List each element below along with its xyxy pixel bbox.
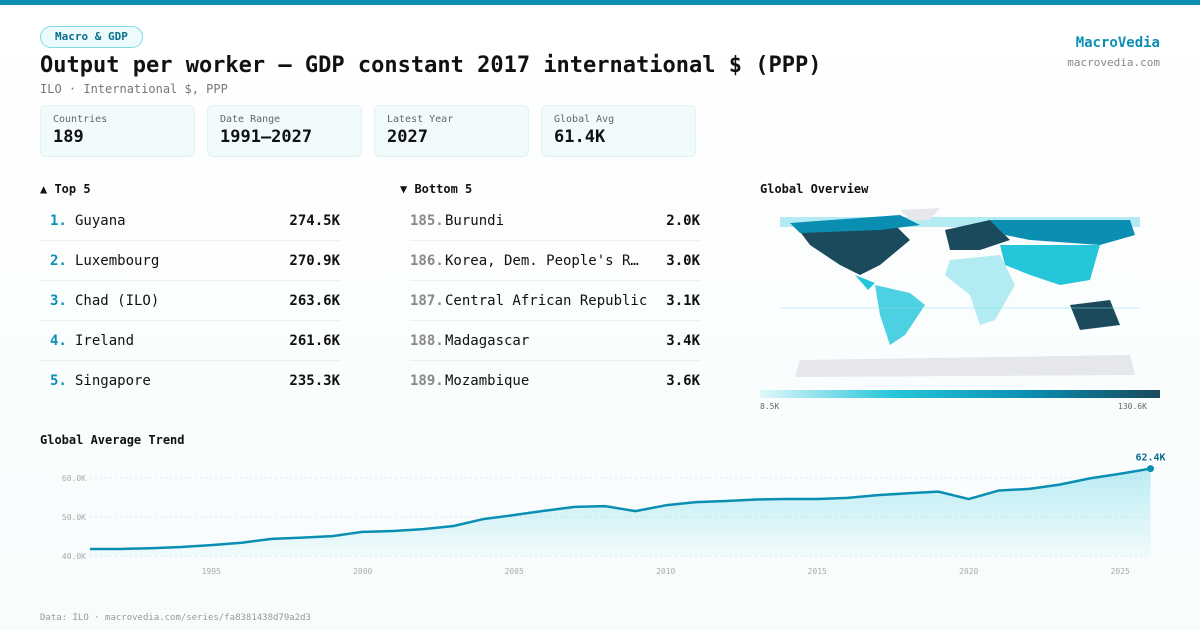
map-region-greenland [900, 208, 940, 220]
map-region [780, 217, 1140, 227]
list-item[interactable]: 2. Luxembourg 270.9K [40, 241, 340, 281]
trend-chart: 40.0K 50.0K 60.0K 1995 2000 2005 2010 2015 2020 2… [62, 453, 1166, 576]
x-tick-label: 2025 [1111, 567, 1130, 576]
country-name: Central African Republic [445, 292, 648, 309]
x-tick-label: 2000 [353, 567, 372, 576]
last-value-label: 62.4K [1135, 453, 1165, 464]
country-name: Burundi [445, 212, 505, 229]
rank: 186. [410, 252, 444, 269]
stat-card: Global Avg 61.4K [541, 105, 696, 157]
page-subtitle: ILO · International $, PPP [40, 82, 228, 96]
top5-heading: ▲ Top 5 [40, 182, 91, 196]
rank: 188. [410, 332, 444, 349]
x-tick-label: 2010 [656, 567, 675, 576]
rank: 185. [410, 212, 444, 229]
page-title: Output per worker – GDP constant 2017 in… [40, 53, 822, 78]
list-item[interactable]: 189. Mozambique 3.6K [410, 361, 700, 401]
legend-min: 8.5K [760, 402, 780, 411]
country-name: Mozambique [445, 373, 530, 389]
data-point [1147, 465, 1154, 473]
list-item[interactable]: 186. Korea, Dem. People's R… 3.0K [410, 241, 700, 281]
country-name: Chad (ILO) [75, 292, 160, 309]
map-region-south-america [875, 285, 925, 345]
map-legend-gradient [760, 390, 1160, 398]
stat-value: 2027 [387, 127, 428, 147]
rank: 189. [410, 373, 444, 389]
x-tick-label: 2005 [505, 567, 524, 576]
world-map[interactable] [780, 205, 1140, 380]
stat-card: Date Range 1991–2027 [207, 105, 362, 157]
map-region-north-america [795, 220, 910, 275]
map-region-antarctica [795, 355, 1135, 377]
x-tick-label: 2015 [808, 567, 827, 576]
legend-max: 130.6K [1118, 402, 1147, 411]
rank: 187. [410, 292, 444, 309]
map-region-africa [945, 255, 1015, 325]
country-value: 3.0K [666, 252, 700, 269]
map-region-central-america [855, 275, 875, 290]
list-item[interactable]: 187. Central African Republic 3.1K [410, 281, 700, 321]
category-tag[interactable]: Macro & GDP [40, 26, 143, 48]
stat-label: Global Avg [554, 114, 615, 125]
y-tick-label: 50.0K [62, 513, 86, 522]
brand-logo[interactable]: MacroVedia [1075, 35, 1160, 51]
top-accent-bar [0, 0, 1200, 5]
y-tick-label: 40.0K [62, 552, 86, 561]
map-region-australia [1070, 300, 1120, 330]
list-item[interactable]: 5. Singapore 235.3K [40, 361, 340, 401]
stat-value: 61.4K [554, 127, 606, 147]
country-value: 270.9K [289, 252, 340, 269]
rank: 4. [50, 332, 67, 349]
stat-value: 189 [53, 127, 84, 147]
stat-label: Latest Year [387, 114, 454, 125]
footer-source: Data: ILO · macrovedia.com/series/fa8381… [40, 613, 311, 623]
map-title: Global Overview [760, 182, 869, 196]
stat-value: 1991–2027 [220, 127, 313, 147]
country-value: 261.6K [289, 332, 340, 349]
stat-card: Latest Year 2027 [374, 105, 529, 157]
country-value: 3.4K [666, 332, 700, 349]
map-region-europe [945, 220, 1010, 250]
country-value: 274.5K [289, 212, 340, 229]
country-value: 235.3K [289, 373, 340, 389]
stat-label: Countries [53, 114, 108, 125]
country-value: 3.6K [666, 373, 700, 389]
rank: 1. [50, 212, 67, 229]
list-item[interactable]: 4. Ireland 261.6K [40, 321, 340, 361]
brand-url[interactable]: macrovedia.com [1067, 56, 1160, 69]
stat-label: Date Range [220, 114, 281, 125]
x-tick-label: 2020 [959, 567, 978, 576]
map-region-russia [990, 220, 1135, 245]
country-name: Guyana [75, 212, 126, 229]
country-name: Singapore [75, 373, 151, 389]
series-line [90, 467, 1151, 551]
country-value: 2.0K [666, 212, 700, 229]
rank: 3. [50, 292, 67, 309]
area-fill [90, 468, 1151, 556]
list-item[interactable]: 185. Burundi 2.0K [410, 201, 700, 241]
country-name: Ireland [75, 332, 135, 349]
country-name: Madagascar [445, 332, 530, 349]
x-tick-label: 1995 [202, 567, 221, 576]
map-region-asia [1000, 245, 1100, 285]
country-name: Korea, Dem. People's R… [445, 252, 639, 269]
country-value: 263.6K [289, 292, 340, 309]
list-item[interactable]: 3. Chad (ILO) 263.6K [40, 281, 340, 321]
list-item[interactable]: 1. Guyana 274.5K [40, 201, 340, 241]
y-tick-label: 60.0K [62, 474, 86, 483]
rank: 2. [50, 252, 67, 269]
rank: 5. [50, 373, 67, 389]
bottom5-heading: ▼ Bottom 5 [400, 182, 473, 196]
list-item[interactable]: 188. Madagascar 3.4K [410, 321, 700, 361]
stat-card: Countries 189 [40, 105, 195, 157]
country-name: Luxembourg [75, 252, 160, 269]
chart-title: Global Average Trend [40, 433, 185, 447]
map-region-canada [790, 215, 920, 233]
country-value: 3.1K [666, 292, 700, 309]
